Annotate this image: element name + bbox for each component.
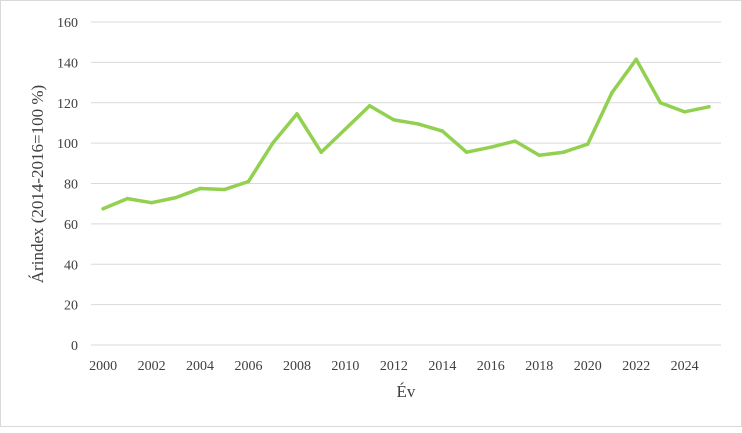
x-tick-label: 2000: [89, 359, 117, 374]
y-tick-label: 120: [57, 97, 78, 112]
x-tick-label: 2020: [574, 359, 602, 374]
data-point-2025: [707, 105, 711, 109]
data-point-2024: [682, 110, 687, 114]
data-point-2011: [367, 104, 372, 108]
x-tick-label: 2006: [235, 359, 263, 374]
y-tick-label: 160: [57, 16, 78, 31]
data-point-2002: [149, 200, 154, 205]
data-point-2010: [343, 127, 348, 131]
y-tick-label: 0: [71, 339, 78, 354]
data-point-2003: [174, 195, 178, 200]
x-tick-label: 2010: [331, 359, 359, 374]
x-axis-ticks: 2000 2002 2004 2006 2008 2010 2012 2014 2016 2018…: [89, 359, 699, 374]
data-point-2015: [464, 150, 469, 154]
data-point-2023: [658, 101, 663, 105]
x-tick-label: 2024: [671, 359, 699, 374]
x-tick-label: 2012: [380, 359, 408, 374]
data-point-2000: [101, 206, 105, 211]
x-tick-label: 2016: [477, 359, 505, 374]
data-point-2021: [610, 90, 614, 95]
data-point-2019: [561, 150, 566, 154]
data-point-2017: [513, 139, 517, 143]
y-tick-label: 40: [64, 258, 78, 273]
x-tick-label: 2014: [428, 359, 456, 374]
data-point-2001: [125, 196, 130, 201]
data-point-2008: [295, 112, 299, 116]
series-line: [101, 57, 711, 211]
data-point-2004: [198, 186, 202, 191]
y-axis-ticks: 0 20 40 60 80 100 120 140 160: [57, 16, 78, 354]
x-tick-label: 2002: [138, 359, 166, 374]
y-tick-label: 20: [64, 299, 78, 314]
data-point-2014: [440, 129, 445, 133]
y-tick-label: 140: [57, 56, 78, 71]
data-point-2016: [489, 145, 493, 149]
data-point-2022: [634, 57, 638, 62]
y-axis-title: Árindex (2014-2016=100 %): [28, 85, 47, 283]
data-point-2018: [537, 153, 542, 157]
y-tick-label: 60: [64, 218, 78, 233]
y-tick-label: 80: [64, 178, 78, 193]
x-tick-label: 2018: [525, 359, 553, 374]
series-layer: [101, 57, 711, 211]
data-point-2020: [585, 142, 590, 146]
x-tick-label: 2022: [622, 359, 650, 374]
data-point-2005: [222, 187, 227, 192]
data-point-2009: [319, 150, 323, 154]
data-point-2007: [270, 141, 275, 145]
x-tick-label: 2008: [283, 359, 311, 374]
x-tick-label: 2004: [186, 359, 214, 374]
data-point-2012: [392, 118, 396, 122]
gridlines: [91, 21, 721, 346]
x-axis-title: Év: [397, 382, 416, 401]
data-point-2013: [416, 122, 420, 126]
data-point-2006: [246, 179, 251, 184]
y-tick-label: 100: [57, 137, 78, 152]
